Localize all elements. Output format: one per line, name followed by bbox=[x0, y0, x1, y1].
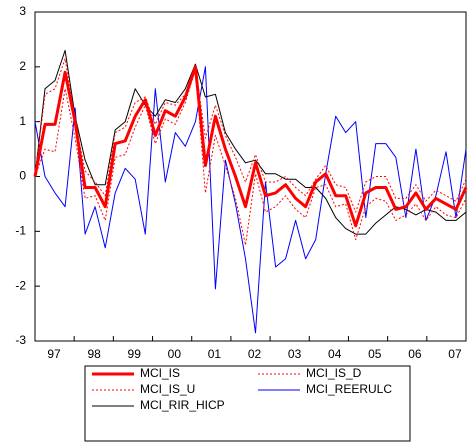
x-tick-label: 07 bbox=[448, 347, 462, 361]
y-tick-label: 3 bbox=[19, 4, 26, 18]
x-tick-label: 01 bbox=[208, 347, 222, 361]
y-tick-label: -2 bbox=[15, 278, 26, 292]
y-tick-label: 0 bbox=[19, 169, 26, 183]
series-line bbox=[34, 69, 467, 246]
legend-label: MCI_REERULC bbox=[306, 382, 392, 396]
x-tick-label: 98 bbox=[87, 347, 101, 361]
y-tick-label: -3 bbox=[15, 333, 26, 347]
legend-label: MCI_IS_U bbox=[140, 382, 195, 396]
y-tick-label: 2 bbox=[19, 59, 26, 73]
series-line bbox=[34, 66, 467, 334]
plot-frame bbox=[34, 11, 467, 342]
x-tick-label: 06 bbox=[408, 347, 422, 361]
legend-label: MCI_IS bbox=[140, 366, 180, 380]
x-tick-label: 99 bbox=[128, 347, 142, 361]
legend-box bbox=[84, 365, 411, 442]
x-tick-label: 05 bbox=[368, 347, 382, 361]
x-tick-label: 02 bbox=[248, 347, 262, 361]
legend-label: MCI_IS_D bbox=[306, 366, 362, 380]
x-tick-label: 97 bbox=[47, 347, 61, 361]
x-tick-label: 00 bbox=[168, 347, 182, 361]
legend-label: MCI_RIR_HICP bbox=[140, 398, 225, 412]
series-line bbox=[34, 58, 467, 213]
y-tick-label: 1 bbox=[19, 114, 26, 128]
series-line bbox=[33, 65, 468, 228]
x-tick-label: 04 bbox=[328, 347, 342, 361]
x-tick-label: 03 bbox=[288, 347, 302, 361]
y-tick-label: -1 bbox=[15, 224, 26, 238]
